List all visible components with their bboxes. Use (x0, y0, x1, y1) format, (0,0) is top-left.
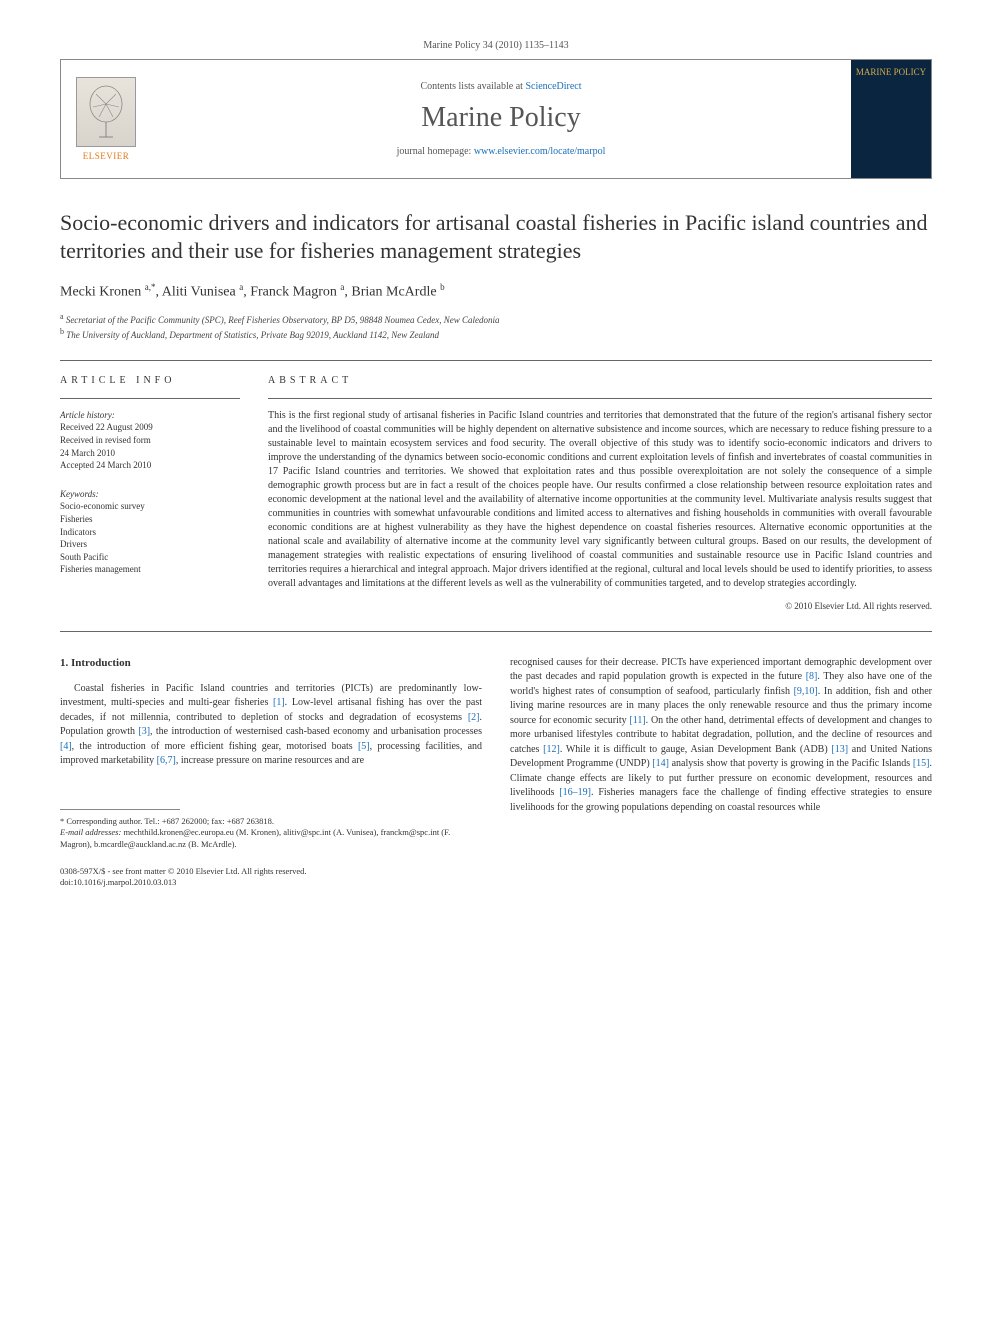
ref-link[interactable]: [14] (652, 758, 669, 769)
footnote-rule (60, 809, 180, 810)
email-label: E-mail addresses: (60, 827, 121, 837)
history-lines: Received 22 August 2009Received in revis… (60, 421, 240, 471)
corresponding-author: * Corresponding author. Tel.: +687 26200… (60, 816, 482, 827)
abstract-text: This is the first regional study of arti… (268, 409, 932, 591)
journal-cover-thumb: MARINE POLICY (851, 60, 931, 178)
rule-bottom (60, 631, 932, 632)
right-column: recognised causes for their decrease. PI… (510, 656, 932, 888)
section-heading-intro: 1. Introduction (60, 656, 482, 672)
abstract-head: ABSTRACT (268, 375, 932, 386)
abstract: ABSTRACT This is the first regional stud… (268, 375, 932, 611)
doi-line: doi:10.1016/j.marpol.2010.03.013 (60, 877, 482, 888)
keywords-label: Keywords: (60, 488, 240, 501)
homepage-prefix: journal homepage: (397, 146, 474, 157)
author-list: Mecki Kronen a,*, Aliti Vunisea a, Franc… (60, 282, 932, 301)
article-info: ARTICLE INFO Article history: Received 2… (60, 375, 240, 611)
ref-link[interactable]: [3] (138, 726, 150, 737)
intro-para-left: Coastal fisheries in Pacific Island coun… (60, 682, 482, 769)
left-column: 1. Introduction Coastal fisheries in Pac… (60, 656, 482, 888)
homepage-line: journal homepage: www.elsevier.com/locat… (397, 146, 606, 157)
keyword-list: Socio-economic surveyFisheriesIndicators… (60, 500, 240, 576)
ref-link[interactable]: [4] (60, 741, 72, 752)
cover-title: MARINE POLICY (856, 68, 926, 78)
ref-link[interactable]: [1] (273, 697, 285, 708)
info-rule (60, 398, 240, 399)
journal-title: Marine Policy (421, 102, 580, 134)
journal-reference: Marine Policy 34 (2010) 1135–1143 (60, 40, 932, 51)
contents-prefix: Contents lists available at (420, 81, 525, 92)
intro-para-right: recognised causes for their decrease. PI… (510, 656, 932, 816)
ref-link[interactable]: [13] (831, 744, 848, 755)
front-matter-line: 0308-597X/$ - see front matter © 2010 El… (60, 866, 482, 877)
abstract-copyright: © 2010 Elsevier Ltd. All rights reserved… (268, 601, 932, 611)
ref-link[interactable]: [15] (913, 758, 930, 769)
abstract-rule (268, 398, 932, 399)
header-center: Contents lists available at ScienceDirec… (151, 60, 851, 178)
ref-link[interactable]: [6,7] (157, 755, 176, 766)
footer-meta: 0308-597X/$ - see front matter © 2010 El… (60, 866, 482, 888)
article-title: Socio-economic drivers and indicators fo… (60, 209, 932, 264)
body-columns: 1. Introduction Coastal fisheries in Pac… (60, 656, 932, 888)
elsevier-tree-icon (76, 77, 136, 147)
contents-lists-line: Contents lists available at ScienceDirec… (420, 81, 581, 92)
email-addresses: E-mail addresses: mechthild.kronen@ec.eu… (60, 827, 482, 850)
ref-link[interactable]: [2] (468, 712, 480, 723)
footnotes: * Corresponding author. Tel.: +687 26200… (60, 816, 482, 850)
ref-link[interactable]: [11] (629, 715, 645, 726)
ref-link[interactable]: [12] (543, 744, 560, 755)
ref-link[interactable]: [8] (806, 671, 818, 682)
sciencedirect-link[interactable]: ScienceDirect (525, 81, 581, 92)
ref-link[interactable]: [9,10] (794, 686, 818, 697)
history-label: Article history: (60, 409, 240, 422)
journal-header: ELSEVIER Contents lists available at Sci… (60, 59, 932, 179)
elsevier-logo: ELSEVIER (61, 60, 151, 178)
homepage-link[interactable]: www.elsevier.com/locate/marpol (474, 146, 606, 157)
affiliations: a Secretariat of the Pacific Community (… (60, 311, 932, 342)
ref-link[interactable]: [16–19] (559, 787, 591, 798)
elsevier-wordmark: ELSEVIER (83, 151, 130, 161)
article-info-head: ARTICLE INFO (60, 375, 240, 386)
ref-link[interactable]: [5] (358, 741, 370, 752)
